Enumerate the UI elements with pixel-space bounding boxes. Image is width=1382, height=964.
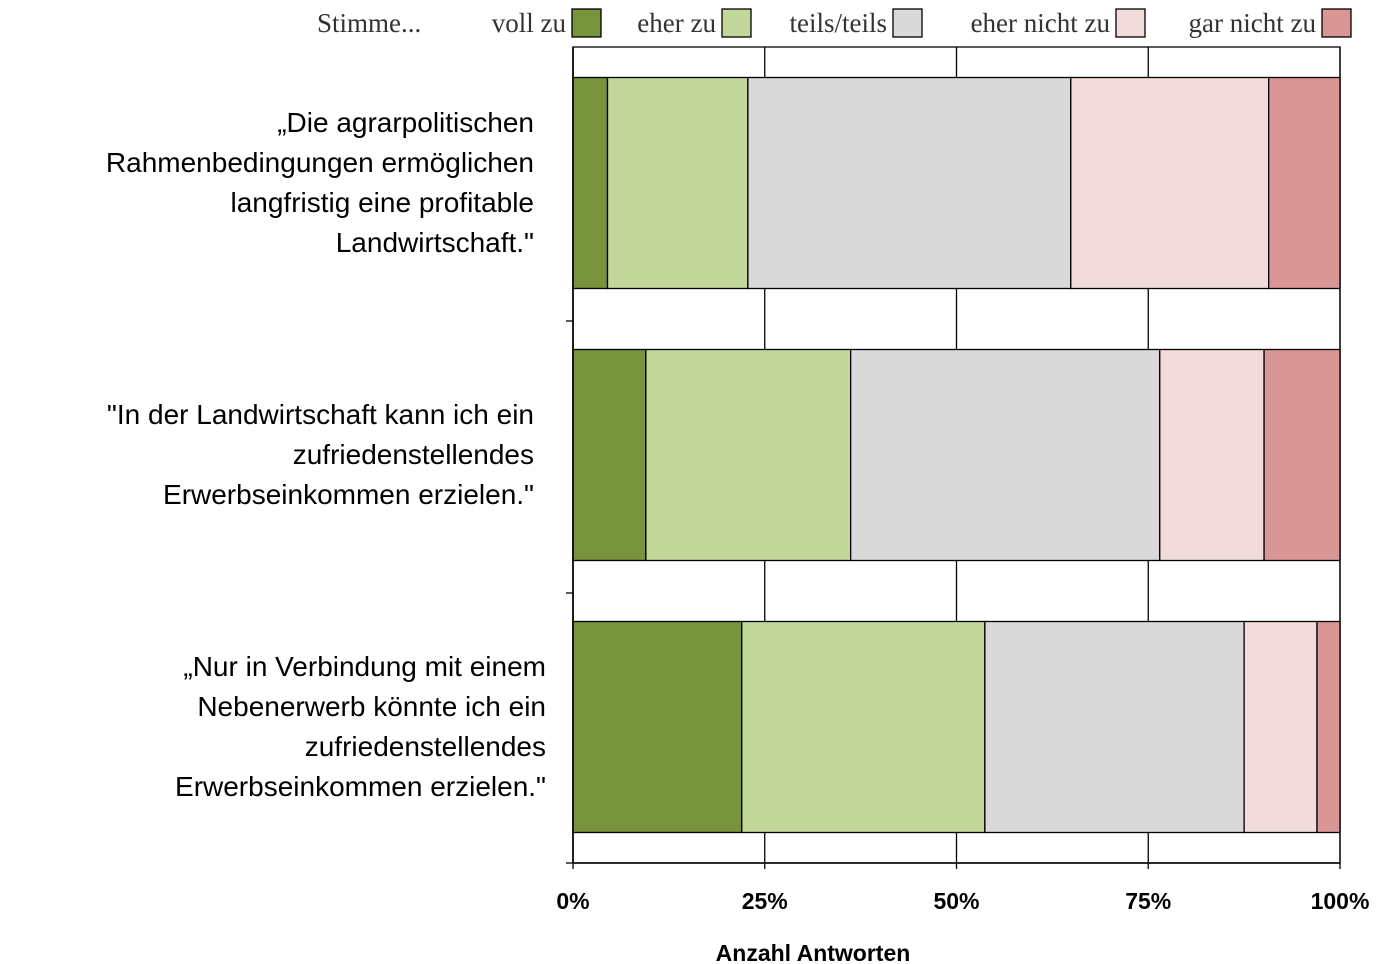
legend-label: voll zu (492, 8, 567, 38)
category-label: "In der Landwirtschaft kann ich ein zufr… (106, 399, 534, 510)
bar-segment (1159, 348, 1265, 562)
x-tick-label: 75% (1125, 888, 1171, 914)
bar-segment (1243, 620, 1318, 834)
legend-swatch (1115, 8, 1146, 38)
x-axis-title: Anzahl Antworten (716, 940, 911, 964)
bar-segment (606, 76, 749, 290)
x-tick-label: 50% (933, 888, 979, 914)
legend-label: eher zu (637, 8, 716, 38)
x-tick-label: 25% (742, 888, 788, 914)
legend-label: eher nicht zu (971, 8, 1111, 38)
legend-swatch (721, 8, 752, 38)
legend-label: gar nicht zu (1189, 8, 1317, 38)
bar-segment (645, 348, 852, 562)
bar-segment (741, 620, 986, 834)
bar-segment (1263, 348, 1341, 562)
legend-swatch (571, 8, 602, 38)
bar-segment (572, 620, 743, 834)
category-label: „Nur in Verbindung mit einem Nebenerwerb… (175, 651, 546, 802)
bar-segment (1070, 76, 1270, 290)
bar-segment (1268, 76, 1341, 290)
bar-segment (572, 348, 647, 562)
bar-segment (572, 76, 609, 290)
category-label: „Die agrarpolitischen Rahmenbedingungen … (105, 107, 534, 258)
legend-swatch (1321, 8, 1352, 38)
x-tick-label: 0% (556, 888, 589, 914)
x-tick-label: 100% (1311, 888, 1370, 914)
bar-segment (850, 348, 1161, 562)
bar-segment (984, 620, 1245, 834)
bar-segment (1316, 620, 1341, 834)
legend-title: Stimme... (317, 8, 421, 38)
bar-segment (747, 76, 1072, 290)
legend-label: teils/teils (790, 8, 888, 38)
legend-swatch (892, 8, 923, 38)
